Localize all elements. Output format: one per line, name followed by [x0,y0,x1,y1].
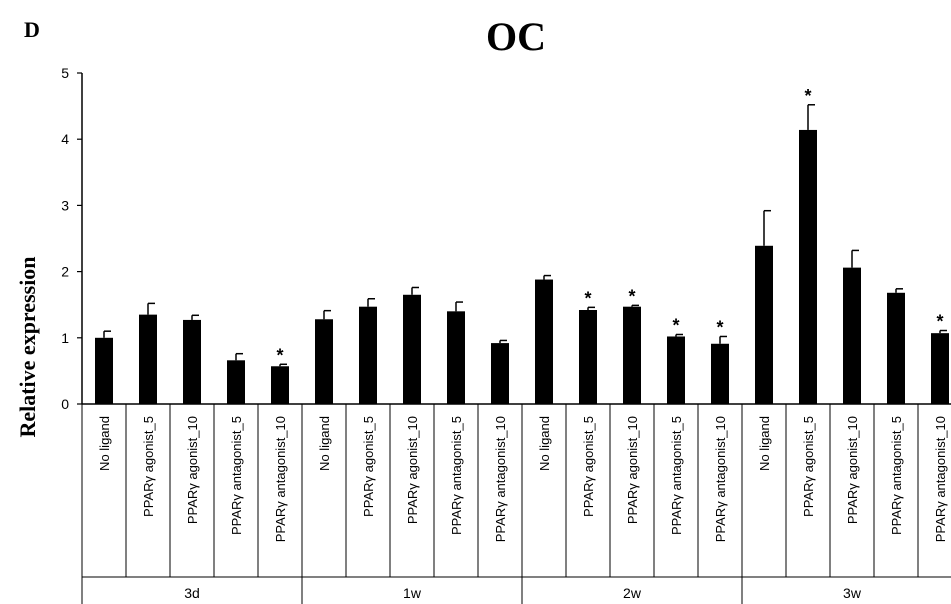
bars: * * * * * * * [95,86,949,404]
bar [755,245,773,404]
category-label: PPARγ antagonist_10 [273,416,288,542]
y-tick-label: 0 [61,396,69,412]
significance-marker: * [276,345,283,365]
category-label: PPARγ antagonist_10 [713,416,728,542]
bar [95,337,113,404]
category-label: PPARγ antagonist_5 [669,416,684,535]
bar [227,360,245,404]
category-labels: No ligand PPARγ agonist_5 PPARγ agonist_10… [97,416,948,601]
bar [403,294,421,404]
bar [843,267,861,404]
bar [315,319,333,404]
group-label: 3d [184,585,200,601]
category-label: PPARγ antagonist_5 [889,416,904,535]
category-label: PPARγ antagonist_10 [933,416,948,542]
y-tick-label: 4 [61,131,69,147]
category-label: PPARγ agonist_10 [185,416,200,524]
bar [535,279,553,404]
category-label: PPARγ agonist_10 [625,416,640,524]
significance-marker: * [936,312,943,332]
y-tick-label: 2 [61,264,69,280]
category-label: PPARγ agonist_5 [801,416,816,517]
group-label: 1w [403,585,422,601]
category-label: No ligand [537,416,552,471]
significance-marker: * [628,286,635,306]
bar [183,319,201,404]
bar [931,333,949,404]
category-label: No ligand [97,416,112,471]
significance-marker: * [804,86,811,106]
bar [623,306,641,404]
group-label: 2w [623,585,642,601]
panel-letter: D [24,17,40,42]
chart-title: OC [486,14,546,59]
category-label: No ligand [317,416,332,471]
y-tick-label: 1 [61,330,69,346]
bar [271,366,289,404]
category-label: PPARγ antagonist_10 [493,416,508,542]
y-tick-label: 5 [61,65,69,81]
bar [799,129,817,404]
category-label: PPARγ agonist_10 [845,416,860,524]
bar [359,306,377,404]
bar [139,314,157,404]
category-label: PPARγ agonist_5 [581,416,596,517]
category-label: PPARγ antagonist_5 [229,416,244,535]
group-label: 3w [843,585,862,601]
significance-marker: * [716,317,723,337]
category-label: No ligand [757,416,772,471]
bar [491,343,509,404]
category-label: PPARγ antagonist_5 [449,416,464,535]
category-label: PPARγ agonist_5 [361,416,376,517]
significance-marker: * [584,288,591,308]
bar [887,292,905,404]
axes: 0 1 2 3 4 5 [61,65,951,604]
y-tick-label: 3 [61,197,69,213]
category-label: PPARγ agonist_10 [405,416,420,524]
category-label: PPARγ agonist_5 [141,416,156,517]
bar [711,343,729,404]
bar [579,309,597,404]
bar [447,311,465,404]
bar [667,336,685,404]
significance-marker: * [672,315,679,335]
y-axis-label: Relative expression [15,256,40,437]
